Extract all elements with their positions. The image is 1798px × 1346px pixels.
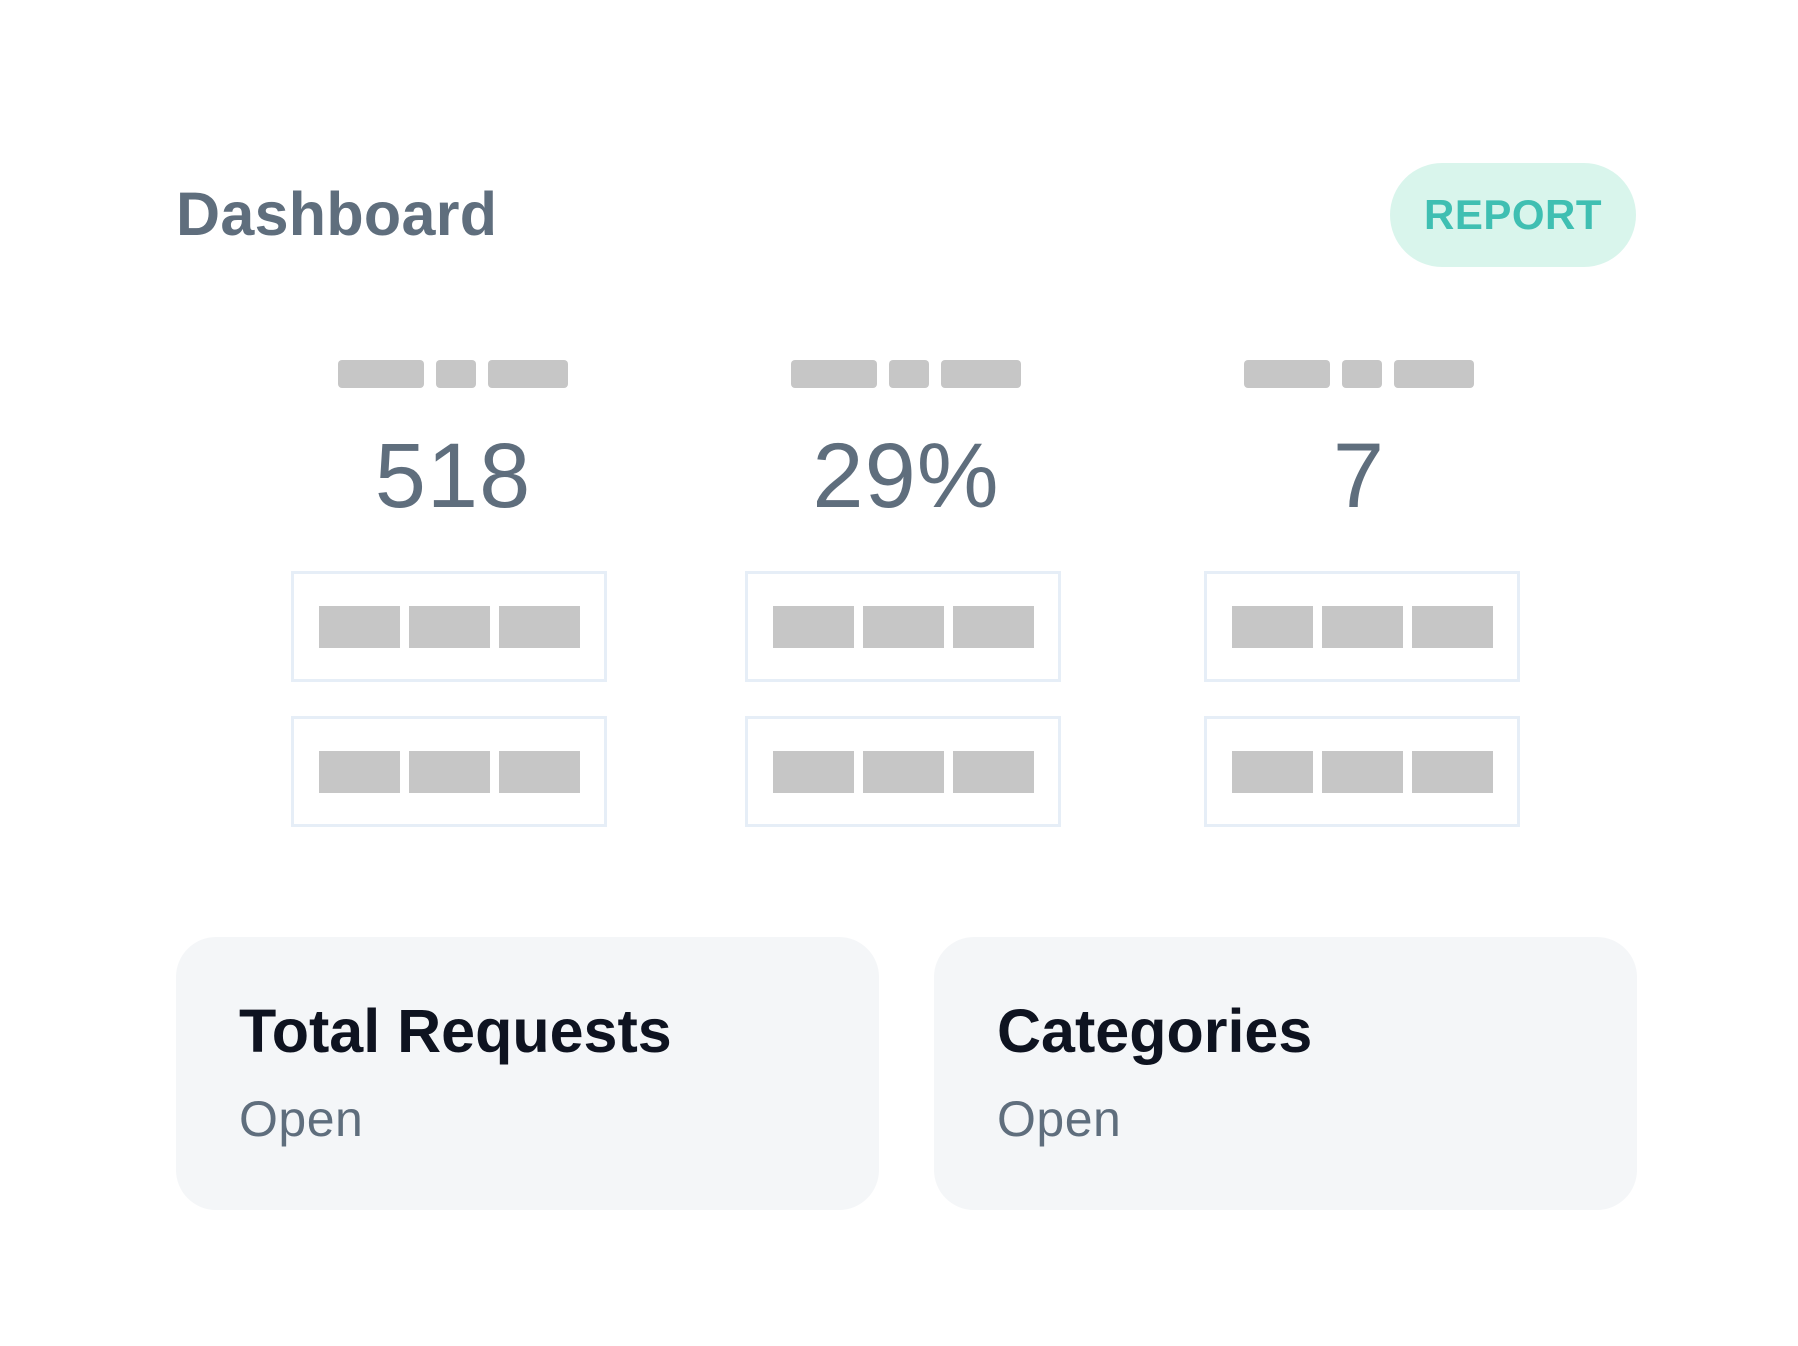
placeholder-block [862, 605, 944, 648]
stat-value: 7 [1332, 425, 1386, 527]
page-title: Dashboard [176, 180, 498, 248]
report-button[interactable]: REPORT [1390, 163, 1636, 267]
placeholder-block [941, 360, 1021, 388]
stat-label-placeholder [288, 360, 618, 388]
placeholder-block [498, 605, 580, 648]
categories-card[interactable]: Categories Open [934, 937, 1637, 1210]
placeholder-block [408, 605, 490, 648]
placeholder-block [408, 750, 490, 793]
card-title: Total Requests [239, 997, 672, 1065]
stat-column-3: 7 [1194, 360, 1524, 526]
placeholder-block [1411, 750, 1493, 793]
stat-label-placeholder [1194, 360, 1524, 388]
placeholder-block [889, 360, 929, 388]
card-open-link[interactable]: Open [997, 1091, 1122, 1147]
placeholder-block [318, 605, 400, 648]
placeholder-block [791, 360, 877, 388]
placeholder-block [488, 360, 568, 388]
placeholder-block [952, 605, 1034, 648]
placeholder-block [1321, 750, 1403, 793]
stat-column-1: 518 [288, 360, 618, 526]
placeholder-block [1321, 605, 1403, 648]
placeholder-block [1411, 605, 1493, 648]
placeholder-block [318, 750, 400, 793]
placeholder-block [952, 750, 1034, 793]
stat-detail-box [291, 716, 607, 827]
placeholder-block [772, 750, 854, 793]
stat-detail-box [1204, 716, 1520, 827]
placeholder-block [772, 605, 854, 648]
placeholder-block [498, 750, 580, 793]
placeholder-block [338, 360, 424, 388]
stat-value: 29% [812, 425, 1000, 527]
placeholder-block [1231, 750, 1313, 793]
stat-detail-box [745, 716, 1061, 827]
card-title: Categories [997, 997, 1313, 1065]
placeholder-block [436, 360, 476, 388]
total-requests-card[interactable]: Total Requests Open [176, 937, 879, 1210]
card-open-link[interactable]: Open [239, 1091, 364, 1147]
stat-value: 518 [374, 425, 532, 527]
placeholder-block [1231, 605, 1313, 648]
placeholder-block [1244, 360, 1330, 388]
stat-detail-box [745, 571, 1061, 682]
stat-column-2: 29% [741, 360, 1071, 526]
placeholder-block [1342, 360, 1382, 388]
stat-label-placeholder [741, 360, 1071, 388]
stat-detail-box [1204, 571, 1520, 682]
placeholder-block [1394, 360, 1474, 388]
stat-detail-box [291, 571, 607, 682]
placeholder-block [862, 750, 944, 793]
